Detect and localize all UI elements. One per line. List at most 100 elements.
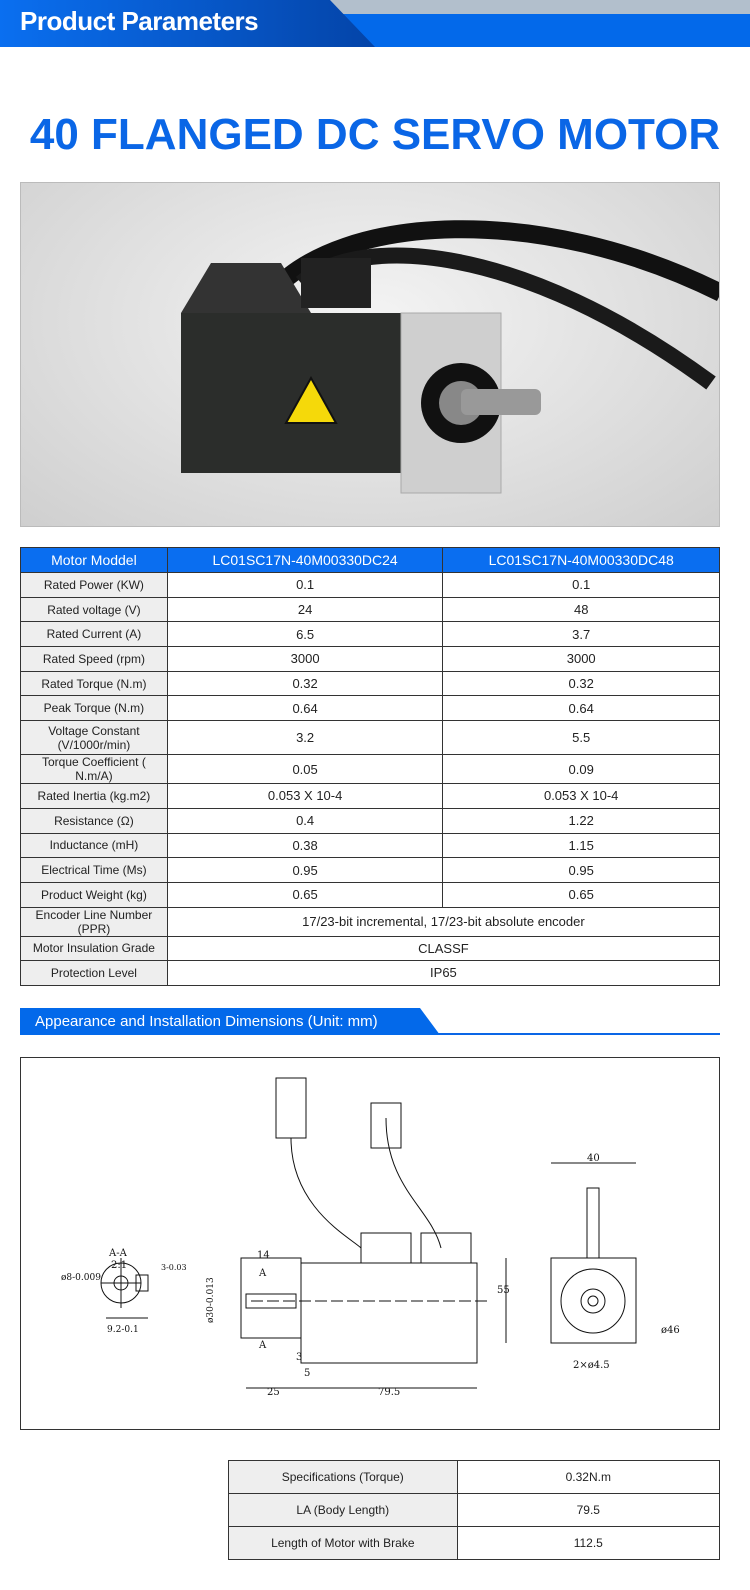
table-row: Encoder Line Number (PPR) 17/23-bit incre… (20, 906, 721, 937)
svg-text:ø8-0.009: ø8-0.009 (61, 1273, 101, 1283)
table-cell: 3.7 (442, 621, 720, 648)
svg-text:3-0.03: 3-0.03 (161, 1263, 187, 1272)
table-cell: Rated Current (A) (20, 621, 168, 648)
svg-text:9.2-0.1: 9.2-0.1 (107, 1325, 139, 1335)
table-row: Product Weight (kg) 0.65 0.65 (20, 881, 720, 908)
table-cell: 1.22 (442, 807, 720, 834)
table-cell: 0.95 (442, 857, 720, 883)
table-cell: Resistance (Ω) (20, 807, 168, 834)
svg-text:55: 55 (497, 1285, 510, 1296)
dimensions-section-header: Appearance and Installation Dimensions (… (20, 1008, 720, 1035)
table-row: Rated Power (KW) 0.1 0.1 (20, 572, 720, 598)
table-cell: 48 (442, 596, 720, 623)
table-row: Specifications (Torque) 0.32N.m (228, 1460, 721, 1494)
section-label: A-A (108, 1248, 128, 1259)
table-cell: 0.64 (166, 695, 444, 722)
dimension-drawing: A-A 2:1 ø8-0.009 9.2-0.1 3-0.03 14 A A ø… (20, 1057, 720, 1430)
table-cell: Peak Torque (N.m) (20, 695, 168, 722)
table-cell: 0.32N.m (456, 1460, 721, 1494)
table-cell: Encoder Line Number (PPR) (20, 906, 168, 937)
table-cell: 0.1 (166, 572, 444, 598)
table-cell: 0.4 (166, 807, 444, 834)
table-row: Length of Motor with Brake 112.5 (228, 1526, 721, 1560)
svg-text:79.5: 79.5 (378, 1387, 400, 1398)
table-header-row: Motor Moddel LC01SC17N-40M00330DC24 LC01SC… (20, 547, 720, 573)
table-cell: Motor Insulation Grade (20, 935, 168, 962)
table-cell: Voltage Constant (V/1000r/min) (20, 720, 168, 756)
svg-text:A: A (258, 1268, 267, 1279)
svg-text:14: 14 (257, 1250, 270, 1261)
table-cell: LC01SC17N-40M00330DC48 (442, 547, 720, 573)
table-row: Electrical Time (Ms) 0.95 0.95 (20, 857, 720, 883)
table-cell: 3000 (442, 646, 720, 672)
table-row: Torque Coefficient ( N.m/A) 0.05 0.09 (20, 754, 720, 785)
table-row: Motor Insulation Grade CLASSF (20, 935, 721, 962)
table-cell: Rated Torque (N.m) (20, 670, 168, 697)
table-cell: 79.5 (456, 1493, 721, 1527)
table-cell: 5.5 (442, 720, 720, 756)
table-row: LA (Body Length) 79.5 (228, 1493, 721, 1527)
table-cell: 0.64 (442, 695, 720, 722)
table-cell: CLASSF (166, 935, 721, 962)
table-cell: Rated Speed (rpm) (20, 646, 168, 672)
table-cell: 3000 (166, 646, 444, 672)
svg-text:5: 5 (304, 1368, 310, 1379)
table-cell: 0.32 (166, 670, 444, 697)
table-cell: 0.38 (166, 832, 444, 859)
table-cell: 112.5 (456, 1526, 721, 1560)
table-cell: Product Weight (kg) (20, 881, 168, 908)
table-row: Voltage Constant (V/1000r/min) 3.2 5.5 (20, 720, 720, 756)
svg-text:40: 40 (587, 1153, 600, 1164)
table-cell: Inductance (mH) (20, 832, 168, 859)
product-title: 40 FLANGED DC SERVO MOTOR (29, 110, 721, 159)
table-cell: 1.15 (442, 832, 720, 859)
svg-text:2×ø4.5: 2×ø4.5 (573, 1360, 610, 1371)
table-cell: 0.65 (166, 881, 444, 908)
table-row: Protection Level IP65 (20, 960, 721, 986)
table-row: Rated Inertia (kg.m2) 0.053 X 10-4 0.053 X… (20, 783, 720, 809)
svg-text:A: A (258, 1340, 267, 1351)
svg-text:2:1: 2:1 (111, 1260, 127, 1271)
svg-text:25: 25 (267, 1387, 280, 1398)
front-view: 40 55 ø46 2×ø4.5 (497, 1153, 680, 1371)
table-row: Rated Current (A) 6.5 3.7 (20, 621, 720, 648)
table-cell: Rated Power (KW) (20, 572, 168, 598)
table-row: Rated Speed (rpm) 3000 3000 (20, 646, 720, 672)
table-cell: Length of Motor with Brake (228, 1526, 458, 1560)
table-cell: 6.5 (166, 621, 444, 648)
table-row: Rated voltage (V) 24 48 (20, 596, 720, 623)
table-cell: 0.053 X 10-4 (442, 783, 720, 809)
table-cell: 0.32 (442, 670, 720, 697)
table-cell: 0.09 (442, 754, 720, 785)
table-cell: Electrical Time (Ms) (20, 857, 168, 883)
spec-table: Motor Moddel LC01SC17N-40M00330DC24 LC01SC… (20, 547, 721, 986)
table-cell: 0.95 (166, 857, 444, 883)
table-cell: Rated Inertia (kg.m2) (20, 783, 168, 809)
dimension-spec-table: Specifications (Torque) 0.32N.m LA (Body L… (228, 1460, 721, 1560)
side-view: 14 A A ø30-0.013 3 5 25 79.5 (206, 1077, 491, 1398)
table-cell: LA (Body Length) (228, 1493, 458, 1527)
table-row: Peak Torque (N.m) 0.64 0.64 (20, 695, 720, 722)
table-row: Rated Torque (N.m) 0.32 0.32 (20, 670, 720, 697)
table-cell: Protection Level (20, 960, 168, 986)
dimensions-title: Appearance and Installation Dimensions (… (35, 1013, 378, 1030)
product-photo (20, 182, 720, 527)
svg-text:ø30-0.013: ø30-0.013 (206, 1277, 216, 1323)
table-cell: 0.1 (442, 572, 720, 598)
header-title: Product Parameters (20, 6, 259, 36)
table-cell: Torque Coefficient ( N.m/A) (20, 754, 168, 785)
table-cell: Specifications (Torque) (228, 1460, 458, 1494)
table-cell: 0.65 (442, 881, 720, 908)
table-cell: 0.05 (166, 754, 444, 785)
svg-text:3: 3 (296, 1352, 302, 1363)
table-cell: 0.053 X 10-4 (166, 783, 444, 809)
section-view: A-A 2:1 ø8-0.009 9.2-0.1 3-0.03 (61, 1248, 187, 1335)
table-cell: Motor Moddel (20, 547, 168, 573)
table-cell: LC01SC17N-40M00330DC24 (166, 547, 444, 573)
header-banner: Product Parameters (0, 0, 750, 47)
table-cell: 24 (166, 596, 444, 623)
table-row: Inductance (mH) 0.38 1.15 (20, 832, 720, 859)
table-cell: 3.2 (166, 720, 444, 756)
table-cell: 17/23-bit incremental, 17/23-bit absolut… (166, 906, 721, 937)
table-cell: Rated voltage (V) (20, 596, 168, 623)
